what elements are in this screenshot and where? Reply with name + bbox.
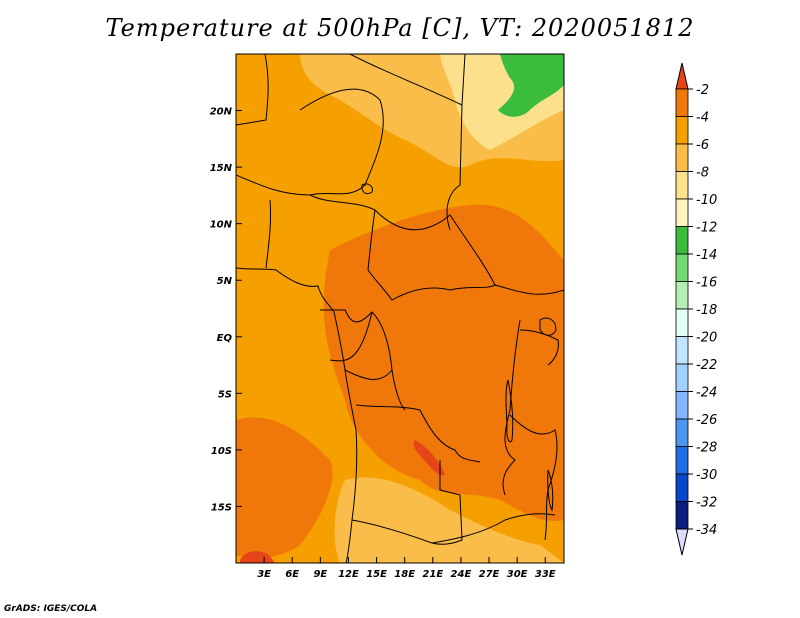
boundary-east-1 (509, 414, 558, 541)
colorbar-label: -30 (696, 468, 717, 483)
lat-tick-label: 10S (211, 446, 232, 457)
boundary-central-1 (374, 209, 496, 286)
lon-tick-label: 3E (257, 569, 271, 580)
boundary-central-4 (329, 311, 373, 362)
colorbar-swatch (675, 336, 689, 365)
lon-tick-label: 30E (507, 569, 528, 580)
colorbar-label: -32 (696, 496, 717, 511)
colorbar-label: -8 (696, 166, 709, 181)
field-southwest-band (236, 417, 333, 558)
lon-tick-label: 18E (394, 569, 415, 580)
colorbar-swatch (675, 226, 689, 255)
grads-credit: GrADS: IGES/COLA (4, 604, 98, 614)
colorbar-label: -22 (696, 358, 717, 373)
colorbar-label: -28 (696, 441, 717, 456)
colorbar-label: -6 (696, 138, 709, 153)
lon-tick-label: 9E (313, 569, 327, 580)
lat-tick-label: EQ (217, 333, 233, 344)
boundary-north-1 (236, 54, 269, 126)
temperature-field (236, 54, 564, 563)
lon-tick-label: 27E (479, 569, 500, 580)
colorbar-label: -10 (696, 193, 717, 208)
boundary-drc-west (344, 368, 406, 411)
boundary-north-3 (446, 104, 463, 231)
lat-tick-label: 20N (210, 107, 233, 118)
colorbar-swatch (675, 116, 689, 145)
field-green-patch (498, 54, 564, 117)
colorbar-label: -16 (696, 276, 717, 291)
lake-malawi (547, 469, 554, 512)
colorbar-swatch (675, 198, 689, 227)
boundary-angola-zambia (431, 460, 463, 545)
lat-tick-label: 15S (211, 502, 232, 513)
boundary-north-6 (265, 199, 272, 269)
lake-victoria (539, 317, 557, 336)
plot-frame (235, 53, 565, 564)
colorbar-label: -18 (696, 303, 717, 318)
lon-tick-label: 24E (451, 569, 472, 580)
colorbar-label: -26 (696, 413, 717, 428)
political-boundaries (236, 54, 564, 563)
colorbar-swatch (675, 363, 689, 392)
lake-chad (361, 183, 373, 195)
colorbar-label: -2 (696, 83, 709, 98)
field-hot-corner (240, 551, 275, 563)
boundary-north-2 (349, 54, 466, 106)
longitude-axis: 3E 6E 9E 12E 15E 18E 21E 24E 27E 30E 33E (257, 557, 556, 580)
lon-tick-label: 15E (366, 569, 387, 580)
colorbar-label: -4 (696, 111, 709, 126)
colorbar-label: -12 (696, 221, 717, 236)
colorbar-swatch (675, 501, 689, 530)
colorbar-label: -34 (696, 523, 717, 538)
lon-tick-label: 33E (535, 569, 556, 580)
lon-tick-label: 21E (422, 569, 443, 580)
colorbar-swatch (675, 391, 689, 420)
colorbar-swatch (675, 308, 689, 337)
boundary-angola-north (355, 404, 481, 463)
colorbar-label: -14 (696, 248, 717, 263)
colorbar-label: -24 (696, 386, 717, 401)
colorbar-bottom-triangle (675, 528, 689, 556)
lat-tick-label: 5S (218, 389, 232, 400)
lon-tick-label: 6E (285, 569, 299, 580)
lat-tick-label: 15N (210, 163, 233, 174)
colorbar-swatch (675, 171, 689, 200)
colorbar-swatch (675, 253, 689, 282)
map-title: Temperature at 500hPa [C], VT: 202005181… (105, 14, 695, 42)
boundary-north-4 (299, 88, 384, 196)
field-central-warm-zone (323, 204, 564, 521)
colorbar-top-triangle (675, 62, 689, 90)
colorbar-swatch (675, 88, 689, 117)
boundary-east-2 (519, 329, 559, 366)
colorbar: -2 -4 -6 -8 -10 -12 -14 -16 -18 -20 -22 -24 -26 -28 -3… (675, 62, 717, 556)
boundary-drc-east (502, 319, 521, 496)
latitude-axis: 20N 15N 10N 5N EQ 5S 10S 15S (210, 107, 242, 513)
lat-tick-label: 10N (210, 220, 233, 231)
colorbar-swatch (675, 473, 689, 502)
lake-tanganyika (505, 379, 514, 443)
colorbar-swatch (675, 281, 689, 310)
boundary-central-2 (367, 269, 564, 301)
field-southern-cool-zone (334, 477, 564, 563)
colorbar-label: -20 (696, 331, 717, 346)
colorbar-swatch (675, 446, 689, 475)
field-hot-streak (413, 440, 445, 476)
colorbar-swatch (675, 143, 689, 172)
coastline (236, 267, 358, 563)
colorbar-swatch (675, 418, 689, 447)
lon-tick-label: 12E (338, 569, 359, 580)
boundary-south-1 (351, 513, 556, 544)
boundary-north-5 (236, 174, 376, 271)
lat-tick-label: 5N (217, 276, 233, 287)
